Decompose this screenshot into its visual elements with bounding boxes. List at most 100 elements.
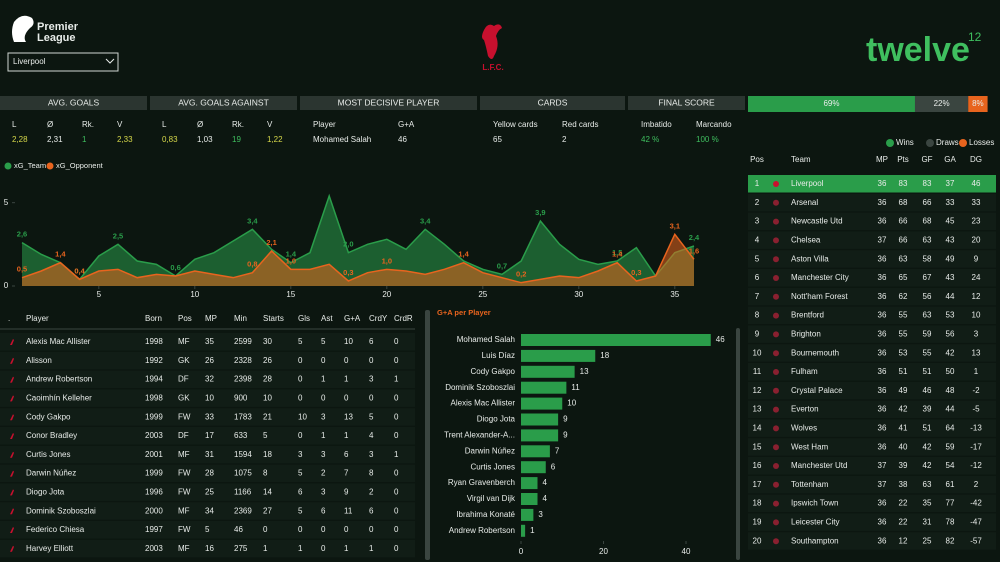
table-cell: Conor Bradley [26, 431, 77, 440]
kpi-title: AVG. GOALS AGAINST [178, 97, 269, 107]
table-cell: 5 [205, 525, 210, 534]
club-crest [773, 350, 779, 357]
data-label: 1,4 [55, 250, 66, 259]
data-label: 1,0 [286, 256, 296, 265]
bar-category: Luis Díaz [482, 351, 515, 360]
table-cell: 44 [946, 405, 955, 414]
table-cell: 26 [205, 356, 214, 365]
bar [521, 349, 596, 362]
table-cell: -17 [970, 442, 982, 451]
table-cell: Newcastle Utd [791, 217, 843, 226]
table-cell: 3 [298, 450, 303, 459]
kpi-value: 46 [398, 135, 407, 144]
table-header: CrdY [369, 314, 388, 323]
table-header: Min [234, 314, 247, 323]
table-cell: 59 [946, 442, 955, 451]
table-cell: 55 [899, 311, 908, 320]
table-header: G+A [344, 314, 361, 323]
y-tick-label: 0 [4, 281, 9, 290]
table-cell: 12 [972, 292, 981, 301]
scrollbar[interactable] [736, 328, 740, 560]
bar [521, 524, 526, 537]
table-row [0, 333, 415, 351]
legend-label: Wins [896, 138, 914, 147]
table-cell: 61 [946, 480, 955, 489]
club-icon [10, 489, 14, 496]
table-cell: 56 [946, 330, 955, 339]
data-label: 13 [580, 367, 589, 376]
table-cell: 6 [369, 506, 374, 515]
club-crest [773, 331, 779, 338]
kpi-value: 65 [493, 135, 502, 144]
kpi-label: Rk. [82, 120, 94, 129]
table-cell: GK [178, 394, 190, 403]
legend-label: xG_Opponent [56, 161, 104, 170]
dropdown-value[interactable]: Liverpool [13, 57, 46, 66]
table-row [0, 521, 415, 539]
table-header: . [8, 314, 10, 323]
bar [521, 461, 546, 474]
table-cell: 8 [263, 469, 268, 478]
table-cell: 66 [899, 217, 908, 226]
table-cell: 0 [394, 469, 399, 478]
table-header: GA [944, 155, 956, 164]
team-dropdown[interactable] [7, 52, 119, 72]
table-cell: Curtis Jones [26, 450, 70, 459]
table-cell: Chelsea [791, 236, 821, 245]
table-cell: 83 [923, 179, 932, 188]
table-cell: MF [178, 544, 190, 553]
lfc-crest [482, 24, 502, 59]
table-cell: 36 [878, 179, 887, 188]
legend-swatch [959, 139, 967, 147]
table-cell: 63 [899, 254, 908, 263]
table-cell: 18 [263, 450, 272, 459]
data-label: 0,3 [343, 268, 353, 277]
table-cell: 9 [974, 254, 979, 263]
club-crest [773, 425, 779, 432]
club-crest [773, 312, 779, 319]
table-cell: 7 [344, 469, 349, 478]
table-row [748, 400, 996, 419]
table-cell: 44 [946, 292, 955, 301]
bar-category: Andrew Robertson [449, 526, 515, 535]
table-cell: 36 [878, 292, 887, 301]
kpi-value: 19 [232, 135, 241, 144]
table-cell: 53 [946, 311, 955, 320]
table-cell: 28 [263, 375, 272, 384]
data-label: 46 [716, 335, 725, 344]
table-cell: 37 [878, 480, 887, 489]
data-label: 2,1 [266, 238, 276, 247]
club-crest [773, 500, 779, 507]
table-cell: 63 [923, 236, 932, 245]
table-cell: 633 [234, 431, 248, 440]
table-cell: -2 [972, 386, 980, 395]
table-cell: 2 [369, 488, 374, 497]
table-cell: 8 [755, 311, 760, 320]
scrollbar[interactable] [425, 310, 430, 560]
bar [521, 381, 567, 394]
table-cell: 3 [321, 412, 326, 421]
table-cell: 28 [205, 469, 214, 478]
table-cell: 31 [923, 518, 932, 527]
table-row [0, 502, 415, 520]
table-cell: 27 [263, 506, 272, 515]
table-row [0, 445, 415, 464]
bar-category: Mohamed Salah [457, 335, 515, 344]
table-row [0, 370, 415, 389]
table-cell: 2 [321, 469, 326, 478]
table-cell: 35 [205, 337, 214, 346]
table-cell: -12 [970, 461, 982, 470]
table-header: Team [791, 155, 811, 164]
table-cell: 5 [369, 412, 374, 421]
table-cell: Tottenham [791, 480, 829, 489]
bar-category: Ryan Gravenberch [448, 478, 515, 487]
legend-label: xG_Team [14, 161, 46, 170]
table-cell: FW [178, 412, 191, 421]
table-row [748, 287, 996, 306]
club-icon [10, 527, 14, 533]
table-header: GF [921, 155, 932, 164]
club-icon [10, 395, 14, 402]
kpi-label: Ø [47, 120, 53, 129]
table-cell: 65 [899, 273, 908, 282]
legend-swatch [926, 139, 934, 147]
